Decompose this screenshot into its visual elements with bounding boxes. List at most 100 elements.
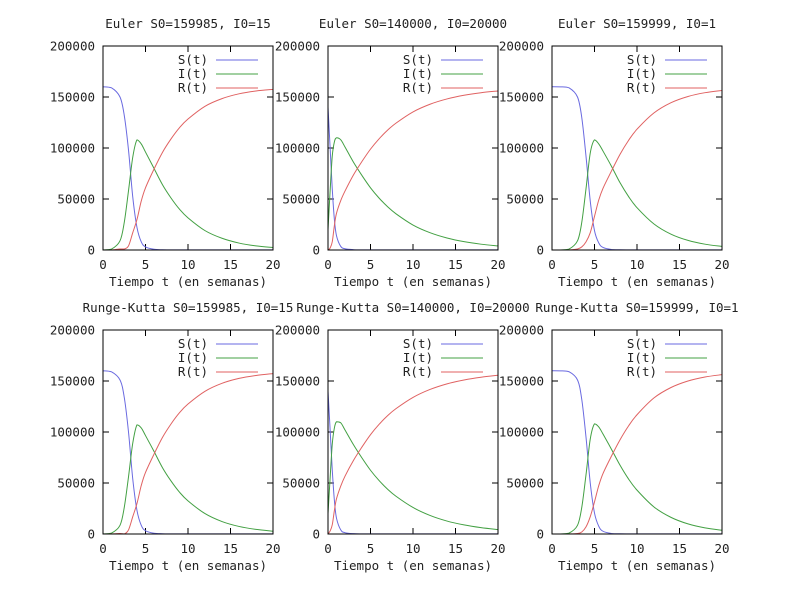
x-tick-label: 20: [490, 257, 505, 272]
series-line-rt: [552, 89, 722, 250]
legend-label: I(t): [403, 66, 433, 81]
x-tick-label: 0: [99, 541, 107, 556]
y-tick-label: 100000: [50, 425, 95, 440]
y-tick-label: 150000: [499, 90, 544, 105]
legend-label: S(t): [627, 336, 657, 351]
y-tick-label: 50000: [282, 192, 320, 207]
y-tick-label: 0: [536, 243, 544, 258]
plot-frame: [327, 45, 499, 251]
x-tick-label: 5: [367, 257, 375, 272]
x-axis-label: Tiempo t (en semanas): [109, 558, 267, 573]
x-tick-label: 20: [265, 257, 280, 272]
chart-title: Runge-Kutta S0=159985, I0=15: [83, 300, 294, 315]
x-tick-label: 15: [223, 257, 238, 272]
legend-label: S(t): [627, 52, 657, 67]
series-line-st: [328, 391, 498, 534]
legend-label: R(t): [627, 364, 657, 379]
legend-label: R(t): [403, 364, 433, 379]
chart-panel: Euler S0=140000, I0=20000050000100000150…: [275, 16, 507, 289]
series-line-it: [552, 423, 722, 534]
x-tick-label: 15: [672, 541, 687, 556]
series-line-st: [552, 370, 722, 534]
series-line-st: [103, 370, 273, 534]
chart-title: Euler S0=159999, I0=1: [558, 16, 716, 31]
y-tick-label: 100000: [499, 141, 544, 156]
x-tick-label: 10: [629, 541, 644, 556]
y-tick-label: 150000: [499, 374, 544, 389]
chart-title: Runge-Kutta S0=159999, I0=1: [535, 300, 738, 315]
y-tick-label: 200000: [50, 39, 95, 54]
y-tick-label: 50000: [506, 192, 544, 207]
legend-label: R(t): [178, 80, 208, 95]
plot-frame: [102, 329, 274, 535]
series-line-st: [103, 86, 273, 250]
legend-label: R(t): [627, 80, 657, 95]
y-tick-label: 0: [312, 243, 320, 258]
x-axis-label: Tiempo t (en semanas): [334, 274, 492, 289]
series-line-rt: [328, 90, 498, 250]
x-tick-label: 15: [223, 541, 238, 556]
x-tick-label: 0: [324, 257, 332, 272]
y-tick-label: 50000: [282, 476, 320, 491]
legend-label: I(t): [178, 66, 208, 81]
y-tick-label: 0: [536, 527, 544, 542]
y-tick-label: 150000: [50, 374, 95, 389]
x-axis-label: Tiempo t (en semanas): [334, 558, 492, 573]
x-axis-label: Tiempo t (en semanas): [558, 558, 716, 573]
series-line-it: [552, 139, 722, 250]
legend-label: R(t): [403, 80, 433, 95]
x-tick-label: 15: [448, 541, 463, 556]
x-tick-label: 5: [591, 257, 599, 272]
x-axis-label: Tiempo t (en semanas): [558, 274, 716, 289]
y-tick-label: 150000: [275, 90, 320, 105]
plot-frame: [327, 329, 499, 535]
chart-panel: Euler S0=159999, I0=1 0 50000 100000 150000 2…: [499, 16, 730, 289]
x-tick-label: 20: [490, 541, 505, 556]
x-tick-label: 0: [99, 257, 107, 272]
legend-label: I(t): [178, 350, 208, 365]
y-tick-label: 100000: [275, 141, 320, 156]
legend-label: S(t): [403, 336, 433, 351]
y-tick-label: 100000: [275, 425, 320, 440]
series-line-it: [328, 421, 498, 531]
x-tick-label: 5: [142, 257, 150, 272]
chart-panel: Runge-Kutta S0=140000, I0=20000050000100…: [275, 300, 530, 573]
y-tick-label: 200000: [499, 39, 544, 54]
series-line-rt: [103, 373, 273, 534]
series-line-rt: [552, 374, 722, 534]
y-tick-label: 0: [87, 243, 95, 258]
legend-label: I(t): [403, 350, 433, 365]
legend-label: S(t): [178, 336, 208, 351]
chart-title: Euler S0=140000, I0=20000: [319, 16, 507, 31]
y-tick-label: 150000: [50, 90, 95, 105]
plot-frame: [551, 45, 723, 251]
x-tick-label: 15: [448, 257, 463, 272]
legend-label: I(t): [627, 350, 657, 365]
x-tick-label: 5: [142, 541, 150, 556]
x-tick-label: 5: [367, 541, 375, 556]
x-tick-label: 20: [714, 541, 729, 556]
series-line-it: [103, 139, 273, 250]
chart-panel: Runge-Kutta S0=159985, I0=15 0 50000 100000…: [50, 300, 294, 573]
x-tick-label: 0: [548, 541, 556, 556]
series-line-it: [328, 137, 498, 247]
chart-panel: Runge-Kutta S0=159999, I0=1 0 50000 100000 1…: [499, 300, 739, 573]
x-tick-label: 5: [591, 541, 599, 556]
x-tick-label: 10: [405, 257, 420, 272]
series-line-rt: [103, 88, 273, 250]
series-line-it: [103, 424, 273, 534]
x-tick-label: 10: [629, 257, 644, 272]
x-tick-label: 15: [672, 257, 687, 272]
y-tick-label: 100000: [499, 425, 544, 440]
x-tick-label: 10: [180, 541, 195, 556]
x-tick-label: 20: [265, 541, 280, 556]
y-tick-label: 50000: [57, 192, 95, 207]
y-tick-label: 100000: [50, 141, 95, 156]
y-tick-label: 150000: [275, 374, 320, 389]
y-tick-label: 50000: [57, 476, 95, 491]
x-tick-label: 10: [405, 541, 420, 556]
chart-panel: Euler S0=159985, I0=15 0 50000 100000 150000…: [50, 16, 281, 289]
series-line-st: [328, 107, 498, 250]
y-tick-label: 200000: [275, 39, 320, 54]
